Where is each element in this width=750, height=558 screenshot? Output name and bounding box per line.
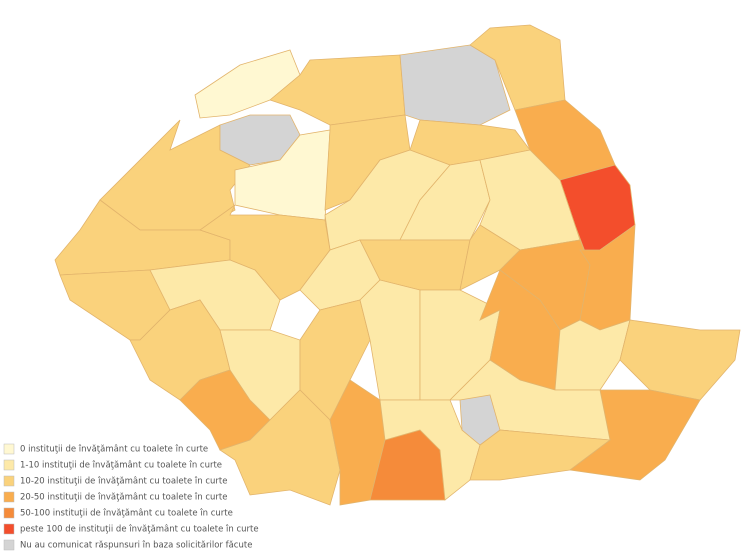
legend-swatch: [3, 539, 15, 551]
counties: [54, 24, 741, 506]
legend: 0 instituţii de învăţământ cu toalete în…: [3, 443, 259, 551]
legend-label: 10-20 instituţii de învăţământ cu toalet…: [20, 477, 227, 487]
legend-label: 1-10 instituţii de învăţământ cu toalete…: [20, 461, 222, 471]
legend-swatch: [3, 459, 15, 471]
county: [619, 319, 741, 401]
county: [469, 24, 566, 111]
legend-label: 0 instituţii de învăţământ cu toalete în…: [20, 445, 208, 455]
county: [219, 389, 341, 506]
county: [379, 399, 481, 501]
legend-swatch: [3, 443, 15, 455]
legend-label: Nu au comunicat răspunsuri în baza solic…: [20, 541, 252, 551]
legend-label: 50-100 instituţii de învăţământ cu toale…: [20, 509, 233, 519]
legend-label: peste 100 de instituţii de învăţământ cu…: [20, 525, 259, 535]
legend-swatch: [3, 507, 15, 519]
legend-label: 20-50 instituţii de învăţământ cu toalet…: [20, 493, 227, 503]
county: [459, 394, 501, 446]
county: [194, 49, 301, 119]
legend-swatch: [3, 491, 15, 503]
county: [554, 319, 631, 391]
legend-swatch: [3, 475, 15, 487]
legend-swatch: [3, 523, 15, 535]
